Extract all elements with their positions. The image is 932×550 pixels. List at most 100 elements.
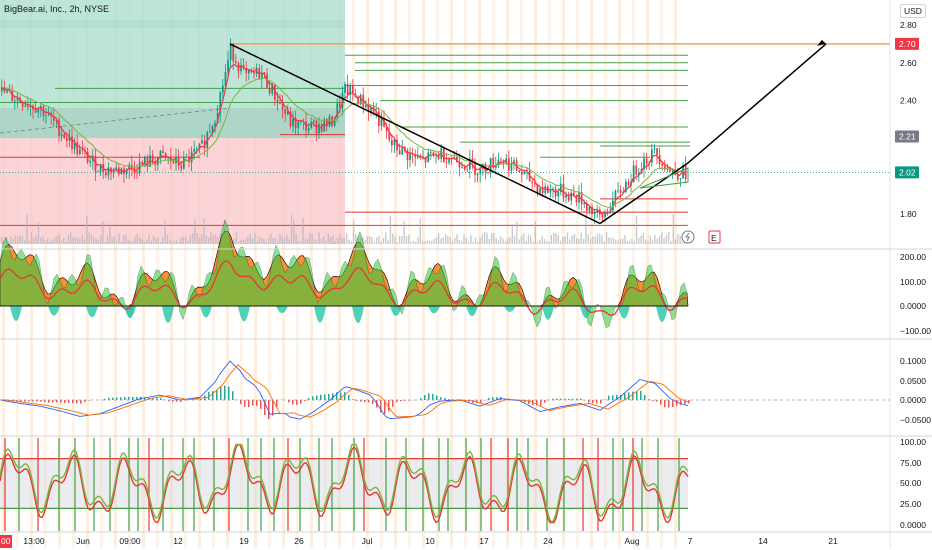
stoch-k [0,443,689,523]
histogram-bar [312,396,314,400]
symbol-title[interactable]: BigBear.ai, Inc., 2h, NYSE [4,4,110,14]
chart-markers[interactable]: E [681,230,721,244]
histogram-bar [272,400,274,416]
macd-panel[interactable] [0,360,890,420]
candle-body [476,173,479,175]
time-tick: Jun [76,536,90,546]
candle-body [391,140,393,146]
volume-bar [504,241,507,244]
volume-bar [65,241,67,244]
candle-body [294,117,297,129]
trend-lines[interactable] [229,39,827,225]
time-tick: 14 [758,536,768,546]
currency-badge[interactable]: USD [900,4,926,18]
histogram-bar [224,385,226,400]
volume-bar [67,235,70,244]
volume-bar [424,241,426,244]
volume-bar [56,235,58,244]
volume-bar [139,237,141,244]
candle-body [27,105,29,108]
candle-body [417,155,419,158]
price-axis[interactable]: 2.80 2.60 2.40 1.80 2.70 2.21 2.02 200.00 100.00… [895,20,931,530]
volume-bar [157,237,159,244]
volume-bar [173,241,175,244]
volume-bar [189,235,191,244]
candle-body [341,92,344,108]
candle-body [66,137,68,141]
histogram-bar [8,400,10,402]
volume-bar [610,238,612,244]
candle-body [461,166,463,168]
volume-bar [442,237,444,244]
volume-bar [1,237,3,244]
stochastic-panel[interactable] [0,438,689,531]
volume-bar [21,236,24,244]
volume-bar [12,239,14,244]
candle-body [112,169,115,173]
candle-body [185,156,188,158]
histogram-bar [116,397,118,400]
histogram-bar [300,400,302,404]
session-stripe [114,0,117,548]
candle-body [645,158,648,164]
candle-body [159,150,162,159]
volume-bar [624,235,626,244]
volume-bar [180,237,182,244]
candle-body [492,157,495,168]
volume-bar [507,238,509,244]
dashed-trend [0,107,231,134]
earnings-label: E [711,233,717,243]
time-axis[interactable]: 13:00 Jun 09:00 12 19 26 Jul 10 17 24 Aug 7 14 21 00 [0,535,838,548]
candle-body [336,103,339,118]
candle-body [565,194,567,198]
histogram-bar [608,395,610,400]
volume-bar [454,237,456,244]
volume-bar [456,234,458,244]
histogram-bar [180,400,182,402]
negative-lobe [200,306,212,318]
volume-bar [463,234,465,244]
candle-body [401,146,404,155]
session-stripe [198,0,201,548]
histogram-bar [580,398,582,400]
volume-bar [465,238,467,244]
volume-bar [320,238,323,244]
candle-body [406,150,409,161]
candle-body [677,174,679,180]
time-tick: 13:00 [23,536,45,546]
candle-body [385,127,388,132]
volume-bar [302,218,304,244]
volume-bar [237,241,240,244]
histogram-bar [104,398,106,400]
volume-bar [398,235,401,244]
candle-body [437,154,440,159]
candle-body [99,164,102,172]
candle-body [414,154,417,158]
histogram-bar [448,399,450,400]
volume-bar [272,237,274,244]
histogram-bar [400,400,402,402]
volume-bar [47,238,49,244]
volume-bar [182,236,185,244]
histogram-bar [452,399,454,400]
candle-body [531,181,534,184]
session-stripe [324,0,327,548]
volume-bar [210,232,212,244]
candle-body [614,190,617,201]
histogram-bar [252,400,254,406]
candle-body [40,106,42,109]
candle-body [359,94,362,105]
volume-bar [17,237,19,244]
volume-bar [136,233,139,244]
histogram-bar [568,398,570,400]
volume-bar [260,237,263,244]
time-tick: 24 [543,536,553,546]
negative-lobe [390,306,402,316]
volume-bar [339,234,341,244]
histogram-bar [564,398,566,400]
volume-bar [235,232,237,244]
oscillator-panel-1[interactable] [0,219,689,328]
volume-bar [116,240,118,244]
